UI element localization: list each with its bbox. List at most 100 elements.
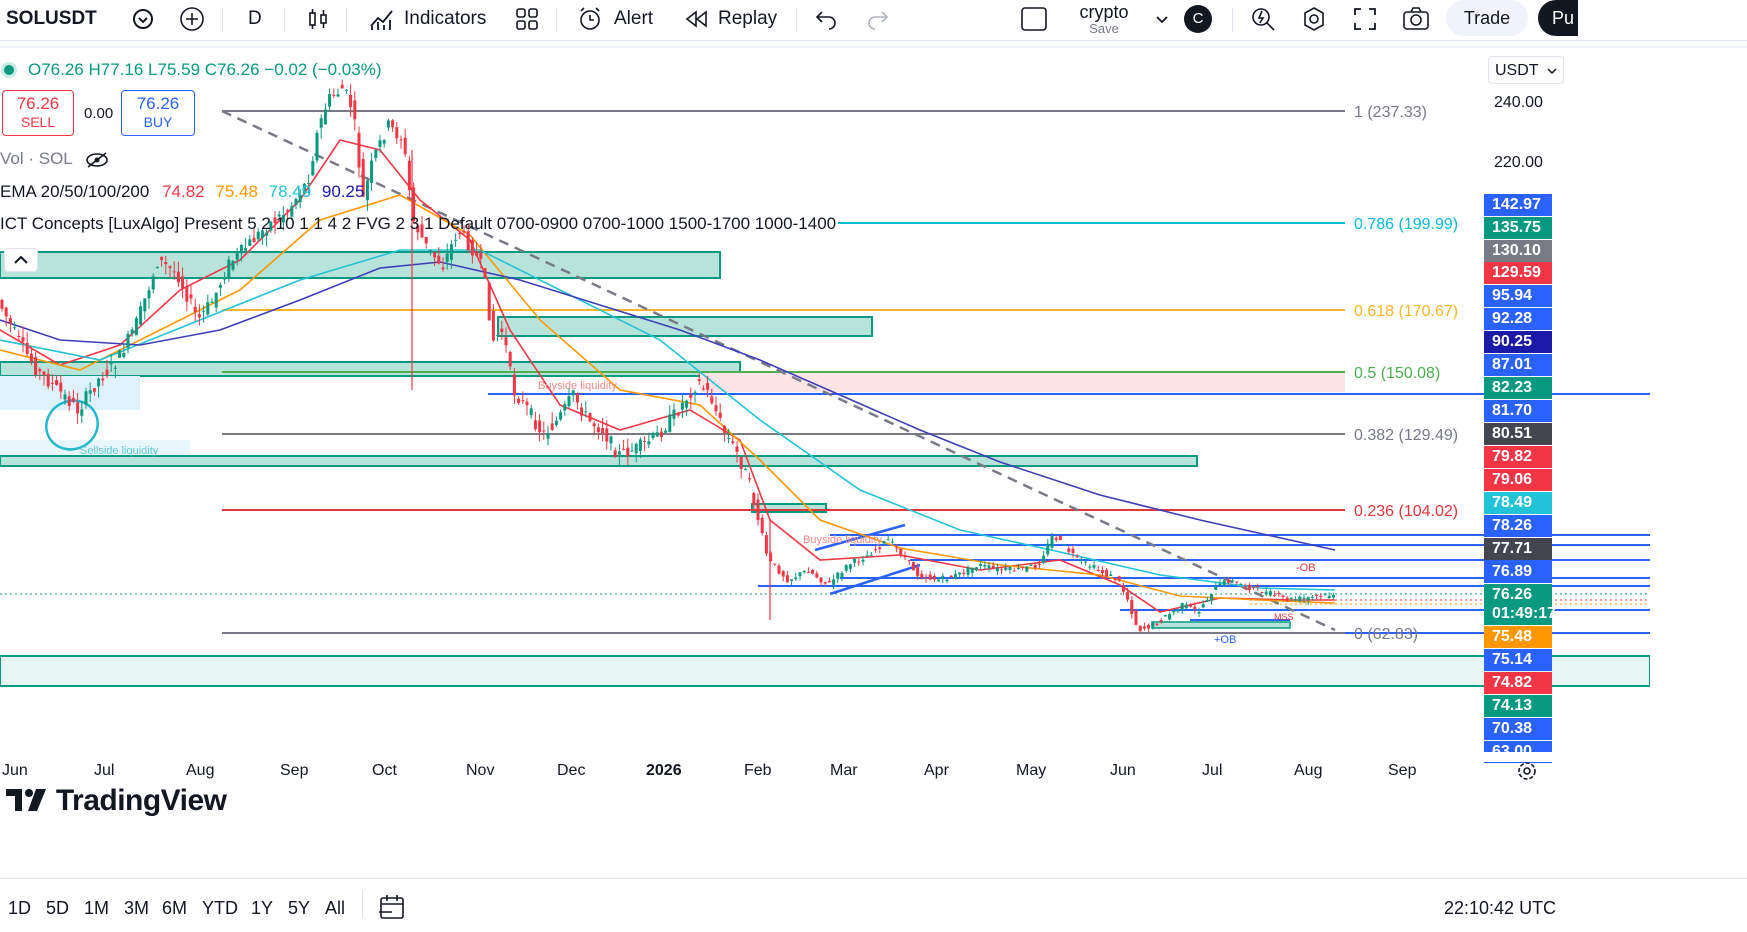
eye-hidden-icon[interactable] [85,151,109,169]
price-axis[interactable] [1650,48,1747,838]
range-button-6m[interactable]: 6M [162,898,188,918]
price-axis-label: 82.23 [1484,377,1552,399]
alert-label: Alert [614,8,654,29]
candle-body [1117,576,1121,581]
trade-button[interactable]: Trade [1446,0,1528,36]
candle-body [680,402,684,410]
tradingview-logo[interactable]: TradingView [6,784,227,818]
candle-body [815,573,819,578]
order-block-label: -OB [1296,562,1316,574]
candle-body [714,405,718,412]
go-to-date-button[interactable] [378,893,406,926]
candle-body [122,353,126,357]
settings-button[interactable] [1300,0,1328,38]
time-axis-label: Aug [1294,762,1323,779]
range-button-1d[interactable]: 1D [8,898,32,918]
trend-lines [45,109,1336,632]
candle-body [46,373,50,387]
candle-body [328,93,332,107]
candle-body [193,306,197,313]
currency-select[interactable]: USDT [1488,56,1564,84]
snapshot-button[interactable] [1402,0,1430,38]
range-button-3m[interactable]: 3M [124,898,150,918]
interval-button[interactable]: D [248,0,262,38]
candle-body [823,581,827,584]
ema20-value: 74.82 [162,182,205,201]
candle-body [920,573,924,579]
candle-body [1323,593,1327,595]
compare-button[interactable] [178,0,206,38]
candle-body [945,579,949,582]
symbol-search[interactable]: SOLUSDT [6,0,97,38]
publish-button[interactable]: Pu [1538,0,1578,36]
undo-button[interactable] [814,0,838,38]
candle-body [344,89,348,91]
candle-body [55,380,59,385]
redo-button[interactable] [866,0,890,38]
candle-body [512,374,516,396]
candle-body [50,382,54,384]
candle-body [1121,585,1125,592]
ema50-value: 75.48 [215,182,258,201]
time-axis-label: Jun [1110,762,1136,779]
replay-label: Replay [718,8,778,29]
candle-body [1273,595,1277,597]
candle-body [483,268,487,278]
candle-body [760,517,764,534]
range-button-1m[interactable]: 1M [84,898,110,918]
candle-body [958,572,962,575]
downtrend-line [221,109,1336,632]
candle-body [1071,548,1075,554]
gear-icon [1304,7,1324,31]
price-chart-canvas[interactable]: 1 (237.33) 0.786 (199.99) 0.618 (170.67)… [0,48,1650,868]
candle-body [1042,555,1046,564]
candle-body [916,567,920,577]
user-avatar[interactable]: C [1184,5,1212,33]
indicators-button[interactable]: Indicators [368,0,486,38]
utc-clock[interactable]: 22:10:42 UTC [1444,898,1556,919]
range-button-all[interactable]: All [325,898,346,918]
sell-button[interactable]: 76.26 SELL [2,90,74,136]
candle-body [462,230,466,233]
chart-type-button[interactable] [306,0,330,38]
candle-body [496,335,500,337]
candle-body [853,558,857,563]
layout-toggle-button[interactable] [1020,0,1048,38]
candle-body [979,564,983,566]
alert-button[interactable]: Alert [576,0,653,38]
collapse-legend-button[interactable] [4,248,38,272]
order-block-zone [0,455,1198,467]
candle-body [487,282,491,321]
templates-button[interactable] [514,0,540,38]
range-button-1y[interactable]: 1Y [251,898,274,918]
range-button-5y[interactable]: 5Y [288,898,311,918]
candle-body [391,120,395,128]
liquidity-zone [0,251,721,279]
replay-button[interactable]: Replay [684,0,777,38]
candle-body [420,224,424,238]
layout-menu-button[interactable] [1154,0,1170,38]
ema-legend[interactable]: EMA 20/50/100/200 74.82 75.48 78.49 90.2… [0,182,364,202]
layout-name-button[interactable]: crypto Save [1064,2,1144,36]
candle-body [995,568,999,572]
range-button-5d[interactable]: 5D [46,898,70,918]
range-button-ytd[interactable]: YTD [202,898,238,918]
buy-button[interactable]: 76.26 BUY [121,90,195,136]
price-axis-label: 80.51 [1484,423,1552,445]
fullscreen-button[interactable] [1352,0,1378,38]
candle-body [1046,543,1050,555]
candle-body [1067,548,1071,552]
price-axis-label: 78.49 [1484,492,1552,514]
quick-search-button[interactable] [1250,0,1276,38]
ict-concepts-legend[interactable]: ICT Concepts [LuxAlgo] Present 5 2 10 1 … [0,214,837,233]
candle-body [554,420,558,426]
candle-body [1096,569,1100,571]
price-scale-tick: 220.00 [1494,154,1543,171]
candle-body [1222,580,1226,586]
candle-body [1054,537,1058,540]
add-symbol-button[interactable] [130,0,156,38]
chart-settings-button[interactable] [1516,760,1538,787]
candle-body [370,160,374,183]
volume-legend[interactable]: Vol · SOL [0,149,109,169]
candle-body [319,118,323,128]
